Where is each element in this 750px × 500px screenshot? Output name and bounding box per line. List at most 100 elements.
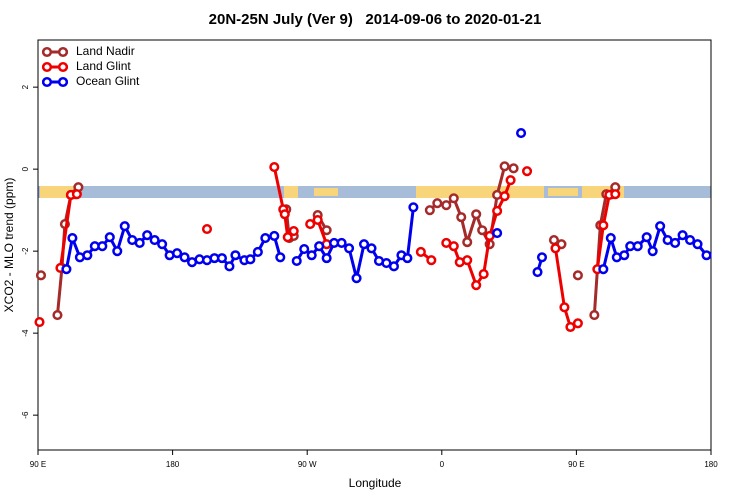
data-point bbox=[670, 237, 681, 248]
data-point bbox=[35, 270, 47, 281]
data-point bbox=[134, 237, 145, 248]
data-point bbox=[149, 235, 160, 246]
data-point bbox=[216, 253, 228, 264]
data-point bbox=[230, 250, 241, 261]
data-point bbox=[441, 200, 452, 211]
data-point bbox=[619, 250, 630, 261]
data-point bbox=[492, 228, 503, 239]
data-point bbox=[471, 209, 482, 220]
data-point bbox=[605, 232, 616, 244]
data-point bbox=[610, 189, 621, 200]
data-point bbox=[179, 252, 190, 263]
data-point bbox=[299, 244, 310, 255]
plot-frame bbox=[37, 39, 712, 451]
legend-label: Ocean Glint bbox=[76, 74, 140, 88]
data-point bbox=[97, 241, 108, 252]
data-point bbox=[550, 243, 561, 254]
legend-marker bbox=[41, 76, 53, 88]
data-point bbox=[82, 250, 93, 261]
data-point bbox=[61, 264, 72, 275]
data-point bbox=[508, 163, 519, 174]
data-point bbox=[685, 235, 696, 246]
data-point bbox=[119, 221, 130, 232]
data-point bbox=[288, 226, 299, 237]
data-point bbox=[34, 317, 45, 328]
data-point bbox=[366, 243, 377, 254]
data-point bbox=[157, 239, 168, 250]
data-point bbox=[279, 209, 290, 220]
data-point bbox=[269, 230, 280, 242]
data-point bbox=[314, 241, 325, 252]
data-point bbox=[432, 198, 443, 209]
data-point bbox=[224, 261, 235, 272]
data-point bbox=[291, 255, 302, 267]
data-point bbox=[344, 243, 355, 254]
data-point bbox=[572, 318, 583, 329]
land-strip bbox=[548, 188, 578, 196]
data-point bbox=[358, 239, 370, 250]
y-tick-label: -2 bbox=[21, 247, 30, 255]
data-point bbox=[402, 253, 413, 264]
x-tick-label: 0 bbox=[440, 460, 445, 469]
data-point bbox=[456, 212, 467, 223]
y-tick-label: -6 bbox=[21, 411, 30, 419]
data-point bbox=[505, 175, 516, 186]
legend-marker bbox=[41, 61, 53, 73]
data-point bbox=[572, 270, 583, 281]
legend-marker bbox=[57, 46, 69, 58]
x-tick-label: 90 E bbox=[30, 460, 46, 469]
data-point bbox=[565, 321, 576, 333]
data-point bbox=[478, 269, 489, 280]
legend-marker bbox=[57, 61, 69, 73]
chart-title: 20N-25N July (Ver 9) 2014-09-06 to 2020-… bbox=[209, 11, 542, 28]
data-point bbox=[172, 248, 183, 259]
land-strip bbox=[416, 186, 544, 198]
data-point bbox=[275, 252, 286, 263]
data-point bbox=[71, 189, 82, 200]
data-point bbox=[245, 254, 256, 265]
data-point bbox=[471, 280, 482, 291]
data-point bbox=[701, 250, 712, 261]
data-point bbox=[424, 205, 435, 216]
data-point bbox=[52, 310, 63, 321]
x-tick-label: 90 E bbox=[568, 460, 584, 469]
data-point bbox=[142, 230, 153, 241]
y-tick-label: -4 bbox=[21, 329, 30, 337]
data-point bbox=[306, 250, 317, 261]
data-point bbox=[426, 255, 437, 266]
data-point bbox=[632, 241, 643, 252]
x-axis-label: Longitude bbox=[349, 476, 402, 490]
data-point bbox=[269, 162, 280, 173]
data-point bbox=[112, 246, 123, 257]
data-point bbox=[336, 237, 347, 248]
data-point bbox=[415, 246, 426, 258]
y-tick-label: 2 bbox=[21, 84, 30, 89]
legend-label: Land Glint bbox=[76, 59, 131, 73]
data-point bbox=[559, 302, 570, 313]
legend-marker bbox=[57, 76, 69, 88]
data-point bbox=[321, 253, 332, 264]
data-point bbox=[104, 232, 115, 243]
data-point bbox=[532, 267, 543, 278]
land-strip bbox=[284, 186, 298, 198]
data-point bbox=[647, 246, 658, 257]
data-point bbox=[388, 261, 399, 272]
data-point bbox=[462, 237, 473, 248]
y-tick-label: 0 bbox=[21, 166, 30, 171]
data-point bbox=[448, 241, 459, 252]
data-point bbox=[282, 232, 293, 243]
data-point bbox=[655, 221, 666, 232]
y-axis-label: XCO2 - MLO trend (ppm) bbox=[2, 178, 16, 313]
data-point bbox=[305, 219, 316, 230]
x-tick-label: 90 W bbox=[298, 460, 317, 469]
x-tick-label: 180 bbox=[166, 460, 180, 469]
land-strip bbox=[314, 188, 338, 196]
data-point bbox=[598, 220, 609, 231]
data-point bbox=[677, 230, 688, 241]
legend-marker bbox=[41, 46, 53, 58]
data-point bbox=[201, 223, 213, 235]
data-point bbox=[589, 310, 600, 321]
data-point bbox=[536, 252, 548, 263]
